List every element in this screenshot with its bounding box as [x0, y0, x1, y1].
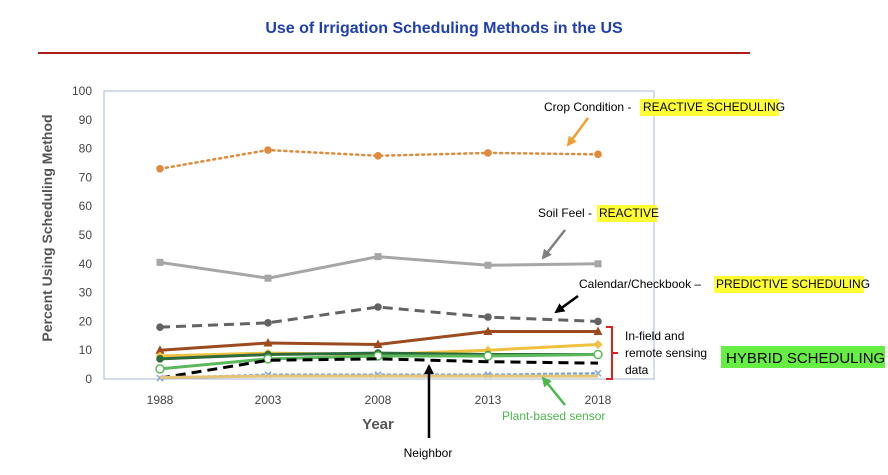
y-tick-label: 100 — [72, 84, 92, 98]
data-point — [483, 326, 493, 335]
data-point — [594, 317, 602, 326]
annotation-crop-condition: Crop Condition - REACTIVE SCHEDULING — [544, 99, 785, 147]
x-axis-label: Year — [362, 416, 394, 433]
series-line-0 — [158, 148, 600, 171]
series-line-7 — [159, 357, 599, 380]
series-line-9 — [159, 374, 598, 380]
annotation-calendar-prefix: Calendar/Checkbook – — [579, 277, 701, 291]
y-tick-label: 10 — [79, 343, 93, 357]
data-point — [593, 326, 603, 335]
y-tick-label: 50 — [79, 228, 93, 242]
plot-area-border — [103, 90, 655, 380]
highlight-box — [597, 205, 657, 222]
x-tick-label: 2013 — [475, 393, 502, 407]
data-point — [374, 152, 382, 160]
data-point — [593, 349, 603, 360]
data-point — [156, 258, 164, 266]
data-point — [483, 351, 493, 361]
arrow-calendar — [554, 294, 579, 314]
annotation-calendar-highlight: PREDICTIVE SCHEDULING — [716, 277, 870, 291]
hybrid-highlight-box — [721, 346, 885, 368]
data-point — [484, 261, 492, 269]
arrow-soil — [541, 229, 566, 260]
slide-title: Use of Irrigation Scheduling Methods in … — [265, 20, 623, 37]
data-point — [155, 364, 165, 374]
annotation-calendar: Calendar/Checkbook – PREDICTIVE SCHEDULI… — [554, 276, 870, 314]
x-tick-label: 1988 — [147, 393, 174, 407]
annotation-plant-sensor: Plant-based sensor — [502, 376, 605, 423]
annotation-neighbor: Neighbor — [404, 364, 453, 460]
y-tick-label: 30 — [79, 286, 93, 300]
data-point — [264, 319, 272, 327]
y-tick-label: 70 — [79, 170, 93, 184]
data-point — [594, 260, 602, 268]
series-layer — [155, 146, 603, 382]
hybrid-bracket — [606, 326, 618, 380]
y-tick-label: 90 — [79, 113, 93, 127]
x-axis: 1988 2003 2008 2013 2018 — [147, 393, 612, 407]
data-point — [156, 164, 164, 173]
annotation-infield-line3: data — [625, 363, 649, 377]
highlight-box — [640, 99, 779, 116]
data-point — [373, 339, 383, 348]
annotation-soil-feel: Soil Feel - REACTIVE — [538, 205, 659, 260]
y-tick-label: 40 — [79, 257, 93, 271]
annotation-hybrid: In-field and remote sensing data HYBRID … — [606, 326, 885, 380]
annotation-infield-line1: In-field and — [625, 329, 684, 343]
data-point — [484, 313, 492, 321]
data-point — [156, 355, 164, 363]
y-tick-label: 0 — [85, 372, 92, 386]
series-line-2 — [159, 305, 599, 329]
arrow-crop — [566, 117, 590, 147]
annotation-neighbor-label: Neighbor — [404, 446, 453, 460]
y-tick-label: 80 — [79, 142, 93, 156]
x-tick-label: 2003 — [255, 393, 282, 407]
data-point — [263, 338, 273, 347]
data-point — [155, 345, 165, 354]
annotation-crop-highlight: REACTIVE SCHEDULING — [643, 100, 785, 114]
data-point — [156, 323, 164, 331]
arrow-plant — [541, 376, 566, 406]
data-point — [593, 339, 603, 349]
annotation-crop-prefix: Crop Condition - — [544, 100, 631, 114]
x-tick-label: 2008 — [365, 393, 392, 407]
annotation-hybrid-label: HYBRID SCHEDULING — [726, 350, 885, 367]
annotation-soil-prefix: Soil Feel - — [538, 206, 592, 220]
annotation-infield-line2: remote sensing — [625, 346, 707, 360]
data-point — [484, 149, 492, 157]
title-divider — [38, 52, 750, 54]
data-point — [374, 303, 382, 311]
y-tick-label: 20 — [79, 314, 93, 328]
highlight-box — [714, 276, 864, 293]
y-axis: 0 10 20 30 40 50 60 70 80 90 100 — [72, 84, 92, 386]
y-axis-label: Percent Using Scheduling Method — [39, 114, 55, 341]
data-point — [264, 274, 272, 282]
data-point — [594, 150, 602, 159]
data-point — [374, 253, 382, 261]
annotation-soil-highlight: REACTIVE — [599, 206, 659, 220]
y-tick-label: 60 — [79, 199, 93, 213]
x-tick-label: 2018 — [585, 393, 612, 407]
annotation-plant-label: Plant-based sensor — [502, 409, 605, 423]
data-point — [264, 146, 272, 154]
